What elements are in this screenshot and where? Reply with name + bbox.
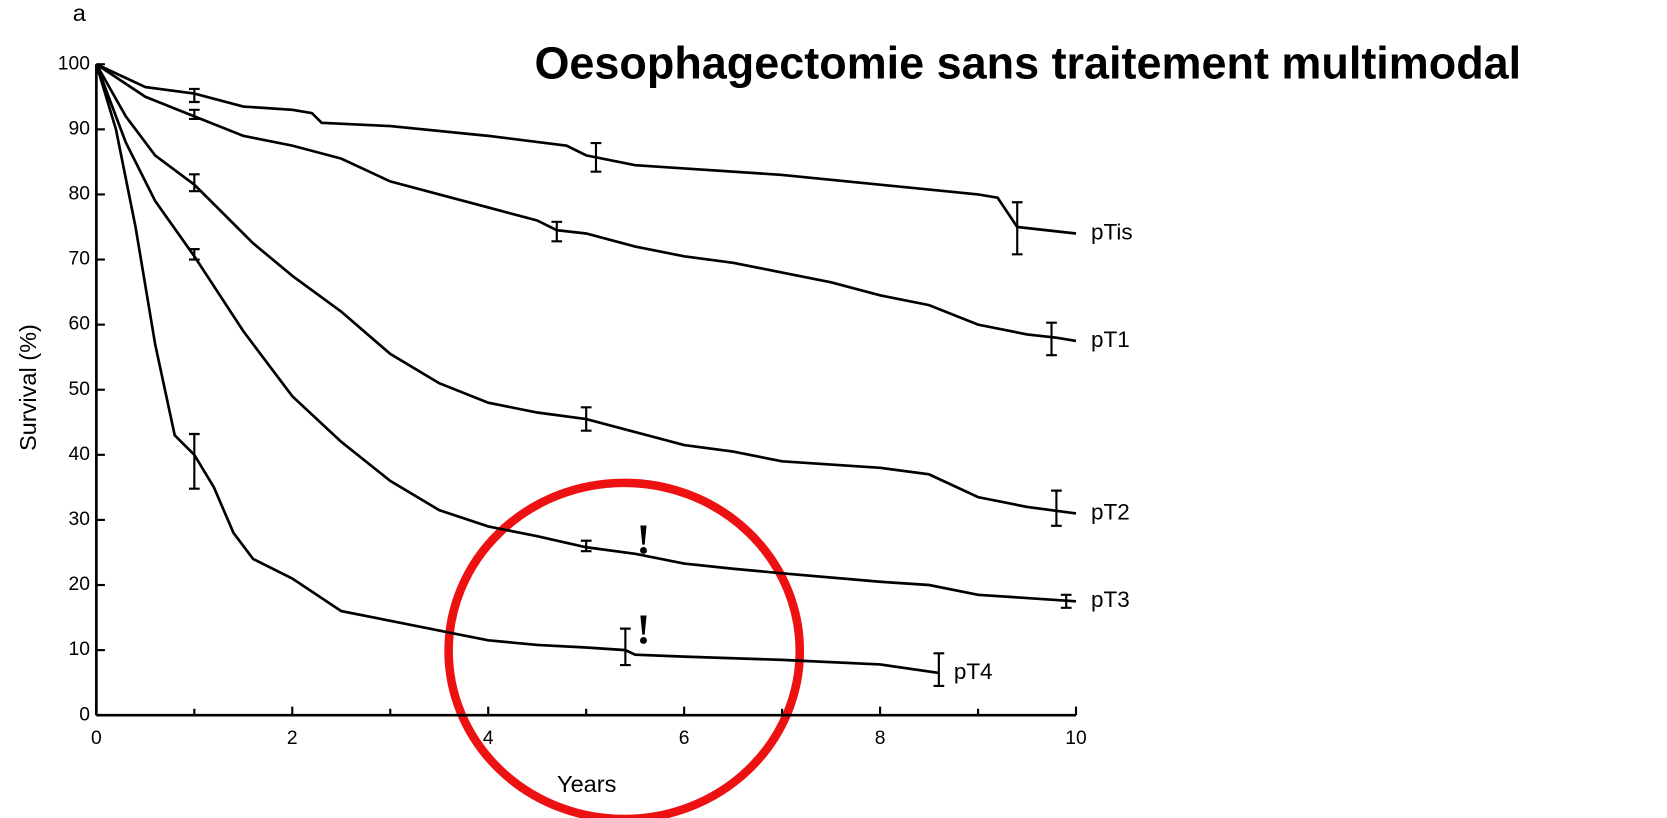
y-tick-label: 80 <box>68 184 89 205</box>
x-tick-label: 6 <box>679 728 690 749</box>
x-tick-label: 10 <box>1065 728 1086 749</box>
error-bar <box>1060 593 1072 609</box>
series-label: pT3 <box>1091 587 1130 612</box>
series-label: pT1 <box>1091 327 1130 352</box>
y-tick-label: 90 <box>68 118 89 139</box>
x-tick-label: 2 <box>287 728 298 749</box>
error-bar <box>590 141 602 173</box>
x-tick-label: 4 <box>483 728 494 749</box>
survival-curve <box>95 63 1077 343</box>
error-bar <box>188 87 200 104</box>
y-tick-label: 50 <box>68 379 89 400</box>
y-tick-label: 20 <box>68 574 89 595</box>
series-label: pT4 <box>954 659 993 684</box>
y-tick-label: 100 <box>58 53 90 74</box>
y-tick-label: 30 <box>68 509 89 530</box>
annotation: ! <box>636 607 650 654</box>
x-tick-label: 0 <box>91 728 102 749</box>
error-bar <box>1011 201 1023 256</box>
x-axis-label: Years <box>557 771 616 797</box>
y-tick-label: 10 <box>68 639 89 660</box>
x-tick-label: 8 <box>875 728 886 749</box>
survival-curve <box>95 63 1077 235</box>
y-tick-label: 70 <box>68 249 89 270</box>
error-bar <box>188 108 200 121</box>
survival-curve <box>95 63 940 675</box>
panel-label: a <box>73 0 87 26</box>
survival-curve <box>95 63 1077 603</box>
error-bar <box>188 248 200 261</box>
series-label: pTis <box>1091 219 1133 244</box>
y-tick-label: 60 <box>68 314 89 335</box>
error-bar <box>580 406 592 432</box>
error-bar <box>1046 321 1057 357</box>
y-tick-label: 40 <box>68 444 89 465</box>
chart-title: Oesophagectomie sans traitement multimod… <box>534 37 1521 88</box>
y-tick-label: 0 <box>79 704 90 725</box>
error-bar <box>551 220 563 243</box>
error-bar <box>620 627 631 667</box>
highlight-circle <box>444 478 805 818</box>
annotation: ! <box>636 517 650 564</box>
error-bar <box>1051 489 1062 527</box>
y-axis-label: Survival (%) <box>15 324 41 451</box>
series-label: pT2 <box>1091 499 1130 524</box>
error-bar <box>580 539 592 553</box>
error-bar <box>188 432 200 490</box>
error-bar <box>188 173 200 193</box>
error-bar <box>933 652 945 687</box>
survival-curve <box>95 63 1077 515</box>
